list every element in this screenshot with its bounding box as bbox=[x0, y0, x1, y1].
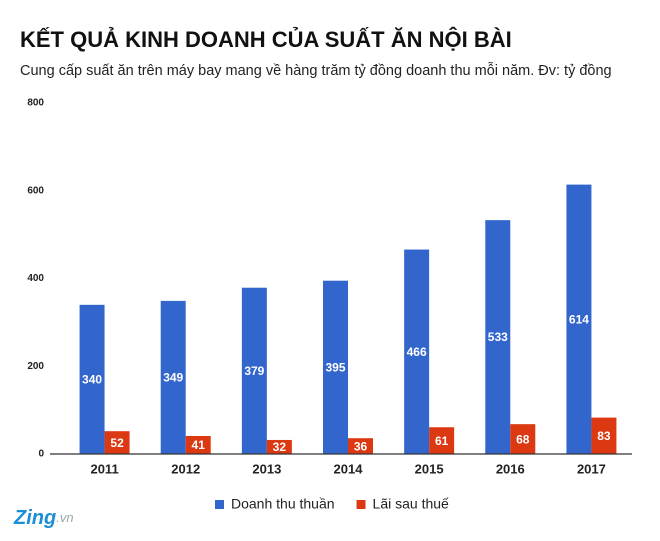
x-tick-label: 2014 bbox=[334, 461, 364, 476]
bar bbox=[591, 417, 617, 454]
legend-swatch bbox=[215, 500, 224, 509]
bar bbox=[404, 249, 430, 454]
bar bbox=[160, 300, 186, 454]
data-label: 32 bbox=[273, 440, 287, 454]
bar bbox=[510, 424, 536, 454]
data-label: 340 bbox=[82, 373, 102, 387]
data-label: 349 bbox=[163, 371, 183, 385]
x-tick-label: 2013 bbox=[252, 461, 281, 476]
bar bbox=[566, 184, 592, 455]
data-label: 614 bbox=[569, 312, 589, 326]
legend-swatch bbox=[356, 500, 366, 509]
bar bbox=[266, 439, 292, 454]
y-tick-label: 400 bbox=[27, 273, 44, 284]
x-tick-label: 2016 bbox=[496, 461, 525, 476]
x-tick-label: 2017 bbox=[577, 461, 606, 476]
y-tick-label: 800 bbox=[27, 98, 44, 109]
bar bbox=[79, 304, 105, 454]
data-label: 68 bbox=[516, 432, 530, 446]
x-tick-label: 2012 bbox=[171, 461, 200, 476]
chart-title: KẾT QUẢ KINH DOANH CỦA SUẤT ĂN NỘI BÀI bbox=[20, 27, 512, 52]
data-label: 41 bbox=[192, 438, 206, 452]
data-label: 395 bbox=[325, 361, 345, 375]
data-label: 533 bbox=[488, 330, 508, 344]
bar bbox=[185, 436, 211, 454]
y-tick-label: 200 bbox=[27, 361, 44, 372]
y-tick-label: 600 bbox=[27, 185, 44, 196]
legend-label: Lãi sau thuế bbox=[373, 496, 449, 512]
chart-subtitle: Cung cấp suất ăn trên máy bay mang về hà… bbox=[20, 62, 612, 79]
bar bbox=[429, 427, 455, 454]
bar bbox=[104, 431, 130, 454]
data-label: 83 bbox=[597, 429, 611, 443]
y-tick-label: 0 bbox=[38, 449, 44, 460]
logo-suffix: .vn bbox=[56, 510, 73, 525]
data-label: 52 bbox=[110, 436, 124, 450]
data-label: 61 bbox=[435, 434, 449, 448]
bar bbox=[241, 287, 267, 454]
data-label: 36 bbox=[354, 439, 368, 453]
x-tick-label: 2015 bbox=[415, 461, 444, 476]
logo: Zing.vn bbox=[13, 507, 74, 529]
bar bbox=[485, 220, 511, 454]
bar bbox=[348, 438, 373, 454]
x-tick-label: 2011 bbox=[90, 461, 118, 476]
legend-label: Doanh thu thuần bbox=[231, 496, 335, 512]
bar bbox=[323, 280, 348, 454]
logo-main: Zing bbox=[13, 507, 56, 529]
data-label: 466 bbox=[407, 345, 427, 359]
data-label: 379 bbox=[244, 364, 264, 378]
